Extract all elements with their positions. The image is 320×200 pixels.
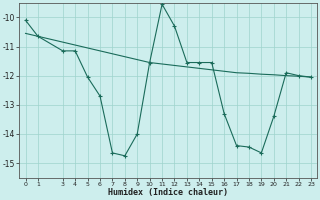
- X-axis label: Humidex (Indice chaleur): Humidex (Indice chaleur): [108, 188, 228, 197]
